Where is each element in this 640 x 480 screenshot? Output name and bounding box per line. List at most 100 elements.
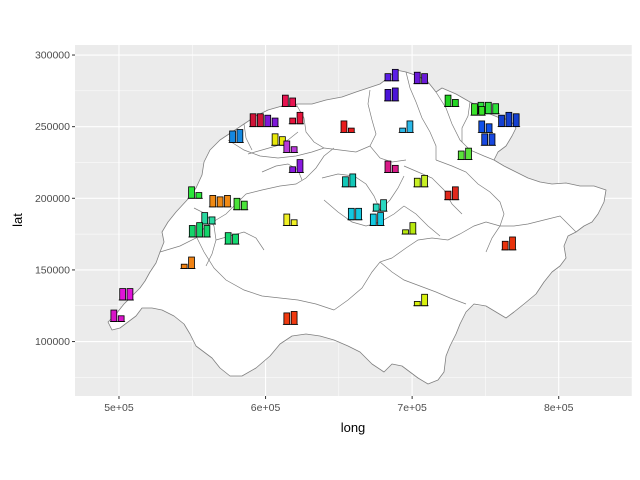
glyph-bar <box>347 127 355 133</box>
bar-glyph <box>384 68 400 82</box>
glyph-bar <box>249 113 257 128</box>
bar-glyph <box>224 232 240 245</box>
x-tick-label: 5e+05 <box>104 402 134 414</box>
glyph-bar <box>481 133 489 146</box>
bar-glyph <box>233 197 249 211</box>
bar-glyph <box>444 94 460 108</box>
glyph-bar <box>232 233 239 245</box>
glyph-bar <box>465 147 472 161</box>
glyph-bar <box>406 120 414 133</box>
glyph-bar <box>501 240 509 251</box>
x-axis-title: long <box>341 420 366 435</box>
y-tick-label: 300000 <box>35 50 70 62</box>
bar-glyph <box>340 120 356 133</box>
x-tick-label: 8e+05 <box>544 402 574 414</box>
bar-glyph <box>109 309 126 322</box>
glyph-bar <box>369 213 377 226</box>
glyph-bar <box>283 140 291 153</box>
glyph-bar <box>126 288 134 301</box>
glyph-bar <box>290 311 298 325</box>
bar-glyph <box>457 147 473 161</box>
glyph-bar <box>402 229 409 235</box>
canton-borders <box>159 71 577 311</box>
glyph-bar <box>209 195 217 208</box>
glyph-bar <box>117 315 125 322</box>
glyph-bar <box>257 113 264 128</box>
bar-glyph <box>369 212 385 226</box>
bar-glyph <box>413 174 429 188</box>
glyph-bar <box>391 68 399 82</box>
glyph-bar <box>296 111 304 125</box>
glyph-bar <box>509 236 516 251</box>
bar-glyph <box>372 199 388 212</box>
glyph-bar <box>188 186 195 199</box>
glyph-bar <box>188 225 196 238</box>
glyph-bar <box>488 133 496 146</box>
glyph-bar <box>195 192 203 199</box>
glyph-bar <box>492 103 500 115</box>
glyph-bar <box>271 133 279 146</box>
bar-glyph <box>444 186 460 201</box>
bar-glyph <box>470 103 486 116</box>
glyph-bar <box>290 146 298 153</box>
glyph-bar <box>119 288 126 301</box>
glyph-bar <box>409 222 417 235</box>
glyph-bar <box>347 207 355 221</box>
glyph-bar <box>236 129 244 143</box>
glyph-bar <box>399 127 406 133</box>
bar-glyph <box>282 311 299 325</box>
y-axis-ticks: 100000 150000 200000 250000 300000 <box>35 50 75 348</box>
x-tick-label: 6e+05 <box>251 402 281 414</box>
glyph-bar <box>485 123 493 133</box>
bar-glyph <box>413 71 429 85</box>
bar-glyph <box>180 256 196 269</box>
glyph-bar <box>355 207 362 221</box>
bar-glyph <box>384 87 400 102</box>
glyph-bar <box>452 186 459 201</box>
x-axis-ticks: 5e+05 6e+05 7e+05 8e+05 <box>104 396 574 414</box>
bar-glyph <box>288 159 304 173</box>
bar-glyph <box>282 140 299 153</box>
bar-glyph <box>118 288 134 301</box>
glyph-bar <box>216 196 224 208</box>
bar-glyph <box>497 111 521 128</box>
glyph-bar <box>349 173 357 188</box>
glyph-bar <box>377 212 384 226</box>
glyph-bar <box>342 176 349 188</box>
glyph-bar <box>203 225 211 238</box>
glyph-bar <box>196 222 203 238</box>
bar-glyph <box>398 120 414 133</box>
bar-glyph <box>187 186 203 199</box>
glyph-bar <box>340 120 348 133</box>
glyph-bar <box>290 219 298 226</box>
y-tick-label: 100000 <box>35 336 70 348</box>
bar-glyph <box>413 293 429 307</box>
glyph-bar <box>271 117 279 128</box>
bar-glyphs <box>109 68 521 325</box>
y-tick-label: 250000 <box>35 121 70 133</box>
bar-glyph <box>188 222 211 238</box>
glyph-bar <box>264 114 272 128</box>
bar-glyph <box>208 195 232 208</box>
glyph-bar <box>505 111 513 128</box>
bar-glyph <box>347 207 363 221</box>
glyph-bar <box>289 117 297 125</box>
glyph-bar <box>110 309 118 322</box>
glyph-bar <box>391 87 399 102</box>
glyph-bar <box>444 190 452 201</box>
glyph-bar <box>384 89 392 102</box>
bar-glyph <box>288 111 304 125</box>
glyph-bar <box>283 213 291 226</box>
bar-glyph <box>249 113 265 128</box>
glyph-bar <box>188 256 195 269</box>
glyph-bar <box>512 113 520 128</box>
glyph-bar <box>229 130 236 143</box>
bar-glyph <box>200 212 216 225</box>
glyph-bar <box>391 164 399 173</box>
glyph-bar <box>380 199 387 212</box>
glyph-bar <box>224 232 232 245</box>
glyph-bar <box>224 195 231 208</box>
x-tick-label: 7e+05 <box>397 402 427 414</box>
glyph-bar <box>452 99 459 108</box>
glyph-bar <box>498 114 505 128</box>
